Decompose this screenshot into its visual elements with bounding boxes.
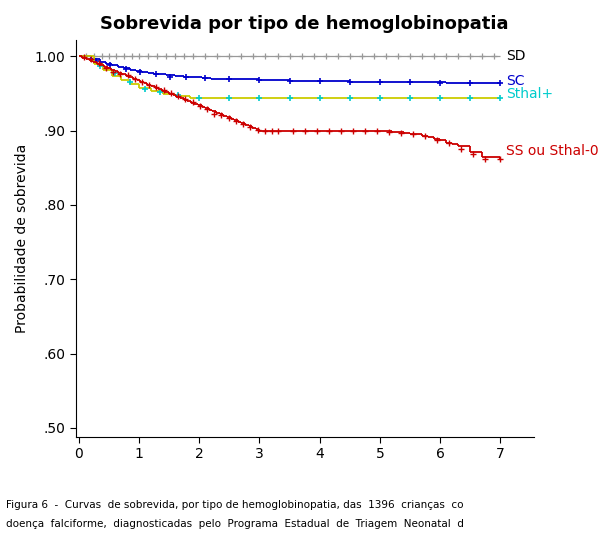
Title: Sobrevida por tipo de hemoglobinopatia: Sobrevida por tipo de hemoglobinopatia bbox=[101, 15, 509, 33]
Text: SC: SC bbox=[506, 74, 525, 88]
Text: Figura 6  -  Curvas  de sobrevida, por tipo de hemoglobinopatia, das  1396  cria: Figura 6 - Curvas de sobrevida, por tipo… bbox=[6, 500, 463, 510]
Text: SD: SD bbox=[506, 49, 526, 63]
Text: SS ou Sthal-0: SS ou Sthal-0 bbox=[506, 144, 599, 158]
Y-axis label: Probabilidade de sobrevida: Probabilidade de sobrevida bbox=[15, 144, 29, 333]
Text: doença  falciforme,  diagnosticadas  pelo  Programa  Estadual  de  Triagem  Neon: doença falciforme, diagnosticadas pelo P… bbox=[6, 519, 464, 529]
Text: Sthal+: Sthal+ bbox=[506, 87, 554, 101]
